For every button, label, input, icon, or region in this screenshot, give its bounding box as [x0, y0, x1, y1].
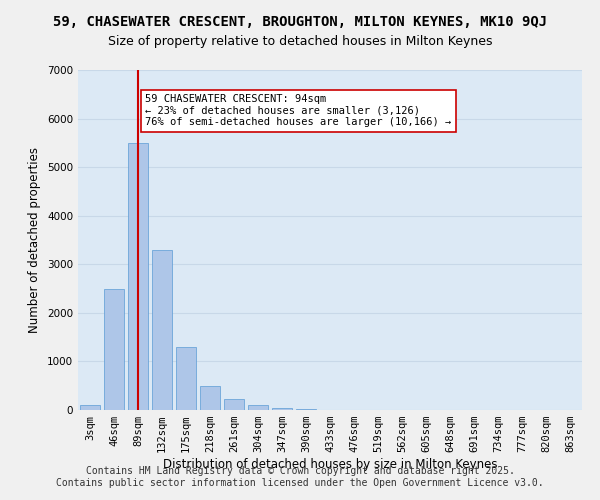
Bar [248, 405, 268, 410]
Bar [200, 386, 220, 410]
Bar [272, 408, 292, 410]
Bar [224, 400, 244, 410]
Bar [104, 288, 124, 410]
Bar [296, 408, 316, 410]
X-axis label: Distribution of detached houses by size in Milton Keynes: Distribution of detached houses by size … [163, 458, 497, 471]
Y-axis label: Number of detached properties: Number of detached properties [28, 147, 41, 333]
Text: Contains HM Land Registry data © Crown copyright and database right 2025.
Contai: Contains HM Land Registry data © Crown c… [56, 466, 544, 487]
Bar [128, 143, 148, 410]
Text: 59, CHASEWATER CRESCENT, BROUGHTON, MILTON KEYNES, MK10 9QJ: 59, CHASEWATER CRESCENT, BROUGHTON, MILT… [53, 15, 547, 29]
Bar [80, 405, 100, 410]
Bar [176, 347, 196, 410]
Bar [152, 250, 172, 410]
Text: 59 CHASEWATER CRESCENT: 94sqm
← 23% of detached houses are smaller (3,126)
76% o: 59 CHASEWATER CRESCENT: 94sqm ← 23% of d… [145, 94, 451, 128]
Text: Size of property relative to detached houses in Milton Keynes: Size of property relative to detached ho… [108, 35, 492, 48]
